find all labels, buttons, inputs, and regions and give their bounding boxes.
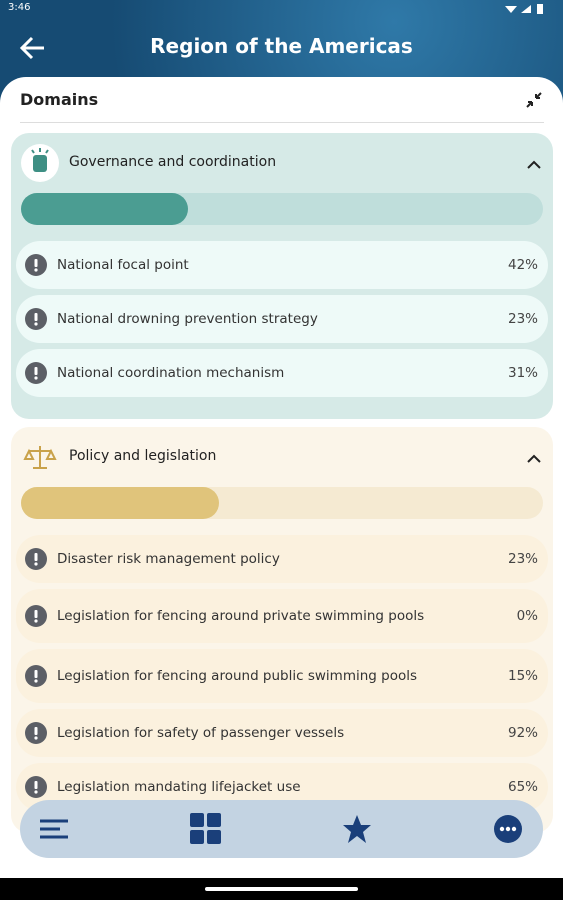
collapse-all[interactable] [524,90,544,110]
alert-icon [25,665,47,691]
indicator-row[interactable]: National drowning prevention strategy 23% [16,295,548,343]
indicator-row[interactable]: Disaster risk management policy 23% [16,535,548,583]
indicator-row[interactable]: Legislation for safety of passenger vess… [16,709,548,757]
indicator-value: 92% [507,725,538,741]
progress-bar [21,487,220,519]
indicator-row[interactable]: National coordination mechanism 31% [16,349,548,397]
nav-more[interactable] [494,815,522,843]
indicator-label: Legislation for fencing around private s… [57,608,425,624]
indicator-row[interactable]: Legislation for fencing around private s… [16,589,548,643]
alert-icon [25,776,47,802]
progress-track [21,487,543,519]
indicator-label: National coordination mechanism [57,365,285,381]
divider [20,122,544,123]
system-bar [0,878,563,900]
indicator-row[interactable]: National focal point 42% [16,241,548,289]
indicator-value: 23% [507,551,538,567]
indicator-value: 23% [507,311,538,327]
expand-toggle[interactable] [527,155,541,174]
indicator-value: 42% [507,257,538,273]
indicator-label: Legislation mandating lifejacket use [57,779,301,795]
domain-name: Policy and legislation [69,448,217,464]
indicator-label: Disaster risk management policy [57,551,280,567]
domain-icon [21,144,59,186]
card-title: Domains [20,90,99,109]
alert-icon [25,362,47,388]
domain-icon [21,438,59,480]
alert-icon [25,254,47,280]
expand-toggle[interactable] [527,449,541,468]
indicator-value: 0% [516,608,538,624]
back-button[interactable] [18,34,48,62]
indicator-value: 15% [507,668,538,684]
indicator-label: Legislation for safety of passenger vess… [57,725,345,741]
progress-track [21,193,543,225]
page-title: Region of the Americas [150,34,413,58]
indicator-label: Legislation for fencing around public sw… [57,668,418,684]
status-time: 3:46 [8,2,31,13]
domain-name: Governance and coordination [69,154,277,170]
domain-section: Governance and coordination National foca… [11,133,553,419]
home-handle [205,887,358,891]
domain-section: Policy and legislation Disaster risk mana… [11,427,553,833]
indicator-label: National drowning prevention strategy [57,311,318,327]
bottom-nav [20,800,543,858]
nav-list[interactable] [40,817,70,841]
nav-favorites[interactable] [342,814,372,844]
alert-icon [25,722,47,748]
alert-icon [25,308,47,334]
alert-icon [25,605,47,631]
progress-bar [21,193,189,225]
status-icons [505,4,543,14]
indicator-row[interactable]: Legislation for fencing around public sw… [16,649,548,703]
indicator-value: 65% [507,779,538,795]
alert-icon [25,548,47,574]
domains-card: Domains Governance and coordination Natio… [0,77,563,878]
indicator-value: 31% [507,365,538,381]
indicator-label: National focal point [57,257,189,273]
nav-dashboard[interactable] [190,813,222,845]
